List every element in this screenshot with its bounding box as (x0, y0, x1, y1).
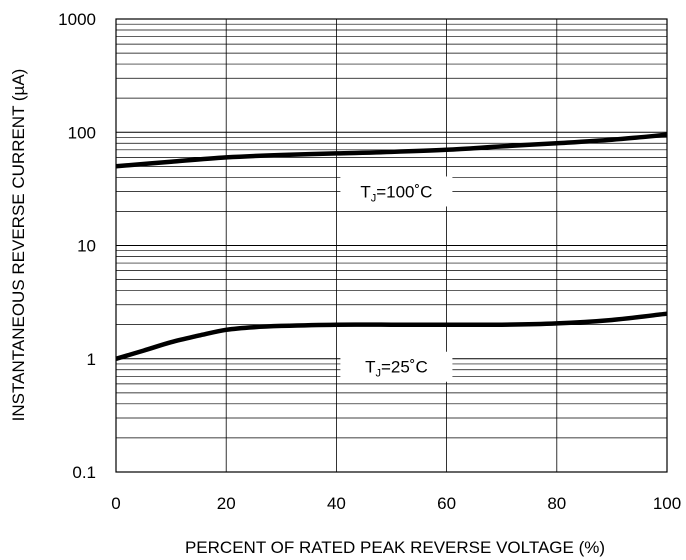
annotations: TJ=100˚C TJ=25˚C (340, 176, 453, 382)
x-tick-labels: 0 20 40 60 80 100 (111, 494, 681, 513)
y-tick-label: 0.1 (72, 463, 96, 482)
y-tick-label: 100 (68, 123, 96, 142)
annotation-tj-25c: TJ=25˚C (365, 358, 428, 380)
y-tick-label: 1000 (58, 10, 96, 29)
x-tick-label: 0 (111, 494, 120, 513)
series-lines (115, 132, 668, 361)
x-tick-label: 20 (217, 494, 236, 513)
y-axis-title: INSTANTANEOUS REVERSE CURRENT (µA) (9, 69, 28, 422)
annotation-box (340, 176, 453, 207)
x-axis-title: PERCENT OF RATED PEAK REVERSE VOLTAGE (%… (185, 538, 605, 557)
series-line-tj-100c (115, 132, 668, 169)
x-tick-label: 40 (327, 494, 346, 513)
y-tick-label: 1 (87, 350, 96, 369)
annotation-box (340, 351, 453, 382)
x-tick-label: 80 (547, 494, 566, 513)
plot-frame (115, 18, 668, 473)
y-tick-labels: 0.1 1 10 100 1000 (58, 10, 96, 482)
annotation-tj-100c: TJ=100˚C (360, 182, 432, 204)
x-tick-label: 100 (653, 494, 681, 513)
x-tick-label: 60 (437, 494, 456, 513)
y-tick-label: 10 (77, 237, 96, 256)
grid (115, 19, 668, 473)
series-line-tj-25c (115, 311, 668, 361)
